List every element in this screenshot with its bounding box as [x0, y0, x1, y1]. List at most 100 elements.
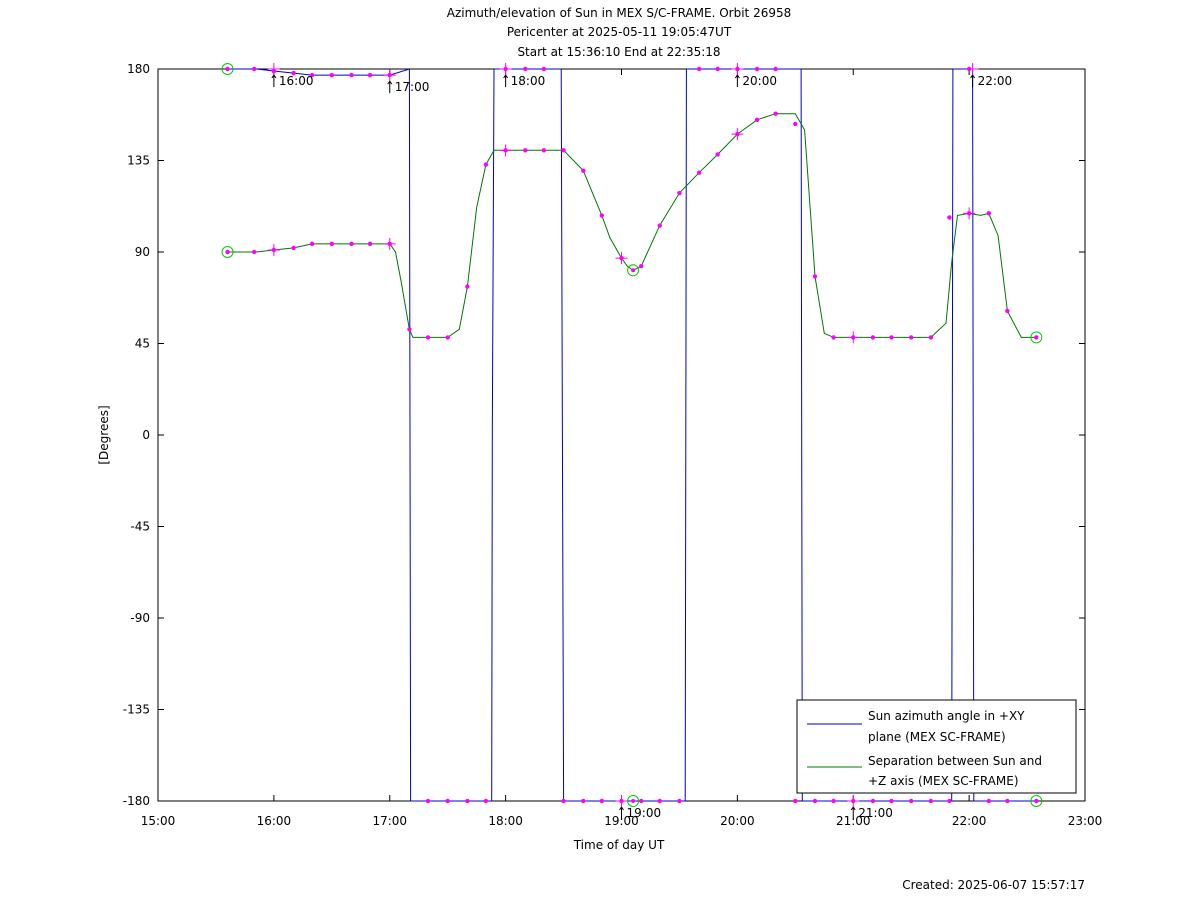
endpoint-circle-marker	[627, 264, 640, 277]
hour-annotation-arrow	[503, 74, 509, 87]
azimuth-sample-dot	[754, 66, 760, 72]
azimuth-sample-dot	[715, 66, 720, 72]
azimuth-sample-dot	[657, 798, 662, 804]
chart-title-line-1: Azimuth/elevation of Sun in MEX S/C-FRAM…	[447, 6, 792, 20]
separation-sample-dot	[812, 274, 818, 279]
x-tick-label: 22:00	[952, 814, 987, 828]
separation-sample-dot	[793, 121, 798, 127]
separation-sample-dot	[523, 148, 528, 153]
hour-annotation-arrow	[850, 806, 856, 819]
separation-sample-dot	[599, 213, 605, 218]
separation-sample-dot	[889, 335, 894, 340]
hour-plus-marker	[615, 795, 628, 807]
y-axis-label: [Degrees]	[97, 405, 111, 464]
endpoint-center-dot	[225, 250, 230, 254]
x-tick-label: 18:00	[488, 814, 523, 828]
azimuth-sample-dot	[561, 798, 566, 804]
y-tick-label: 0	[142, 428, 150, 442]
separation-sample-dot	[465, 284, 470, 289]
marker-layer	[221, 63, 1043, 807]
azimuth-sample-dot	[831, 798, 836, 804]
azimuth-sample-dot	[908, 798, 914, 804]
x-tick-label: 20:00	[720, 814, 755, 828]
separation-sample-dot	[696, 170, 702, 175]
separation-sample-dot	[715, 152, 720, 157]
azimuth-sample-dot	[638, 798, 644, 804]
separation-series-line	[227, 113, 1037, 338]
azimuth-sample-dot	[947, 798, 952, 804]
azimuth-sample-dot	[928, 798, 934, 804]
azimuth-sample-dot	[425, 798, 431, 804]
endpoint-circle-marker	[627, 795, 640, 807]
x-tick-label: 17:00	[372, 814, 407, 828]
series-layer	[227, 68, 1037, 802]
hour-annotation-label: 17:00	[395, 80, 430, 94]
endpoint-center-dot	[631, 799, 636, 803]
azimuth-sample-dot	[329, 72, 335, 78]
azimuth-sample-dot	[445, 798, 450, 804]
separation-sample-dot	[754, 117, 760, 123]
endpoint-circle-marker	[1030, 795, 1043, 807]
endpoint-center-dot	[225, 67, 230, 71]
hour-annotation-arrow	[734, 74, 740, 87]
y-tick-label: -135	[123, 703, 150, 717]
hour-plus-marker	[731, 128, 744, 141]
hour-annotation-label: 21:00	[858, 806, 893, 820]
x-tick-label: 21:00	[836, 814, 871, 828]
created-timestamp: Created: 2025-06-07 15:57:17	[902, 878, 1085, 892]
hour-plus-marker	[847, 795, 860, 807]
azimuth-sample-dot	[793, 798, 798, 804]
legend-label-separation-line-2: +Z axis (MEX SC-FRAME)	[868, 774, 1019, 788]
separation-sample-dot	[407, 327, 412, 332]
x-tick-label: 16:00	[257, 814, 292, 828]
endpoint-circle-marker	[1030, 331, 1043, 344]
hour-plus-marker	[267, 243, 280, 256]
separation-sample-dot	[986, 211, 992, 216]
legend: Sun azimuth angle in +XY plane (MEX SC-F…	[796, 699, 1077, 794]
azimuth-sample-dot	[889, 798, 894, 804]
separation-sample-dot	[657, 223, 662, 228]
hour-annotation-arrow	[619, 806, 624, 819]
legend-box	[796, 699, 1077, 794]
hour-annotation-arrow	[271, 74, 277, 87]
hour-plus-marker	[499, 63, 512, 75]
y-tick-label: 45	[135, 337, 150, 351]
plot-frame	[157, 68, 1086, 802]
hour-annotation-label: 18:00	[511, 74, 546, 88]
azimuth-sample-dot	[599, 798, 605, 804]
separation-sample-dot	[483, 162, 489, 167]
separation-sample-dot	[367, 241, 373, 247]
y-tick-label: -45	[130, 520, 150, 534]
separation-sample-dot	[291, 245, 296, 251]
hour-annotation-label: 16:00	[279, 74, 314, 88]
hour-plus-marker	[615, 252, 628, 265]
azimuth-sample-dot	[465, 798, 470, 804]
separation-sample-dot	[908, 335, 914, 340]
endpoint-center-dot	[1034, 799, 1039, 803]
separation-sample-dot	[425, 335, 431, 340]
hour-plus-marker	[267, 63, 280, 75]
hour-plus-marker	[966, 63, 979, 75]
separation-sample-dot	[831, 335, 836, 340]
x-axis-label: Time of day UT	[573, 838, 665, 852]
y-tick-label: -180	[123, 794, 150, 808]
hour-annotation-arrow	[970, 74, 976, 87]
separation-sample-dot	[309, 241, 315, 247]
hour-plus-marker	[499, 144, 512, 157]
separation-sample-dot	[773, 111, 778, 116]
azimuth-sample-dot	[367, 72, 373, 78]
separation-sample-dot	[947, 215, 952, 220]
chart-title-line-2: Pericenter at 2025-05-11 19:05:47UT	[507, 25, 732, 39]
y-tick-label: 180	[127, 62, 150, 76]
azimuth-sample-dot	[309, 72, 315, 78]
azimuth-sample-dot	[1005, 798, 1010, 804]
endpoint-center-dot	[631, 268, 636, 273]
azimuth-sample-dot	[349, 72, 354, 78]
separation-sample-dot	[870, 335, 876, 340]
separation-sample-dot	[1005, 308, 1010, 314]
azimuth-sample-dot	[812, 798, 818, 804]
chart-title-line-3: Start at 15:36:10 End at 22:35:18	[517, 45, 720, 59]
legend-label-azimuth-line-2: plane (MEX SC-FRAME)	[868, 730, 1006, 744]
separation-sample-dot	[445, 335, 450, 340]
